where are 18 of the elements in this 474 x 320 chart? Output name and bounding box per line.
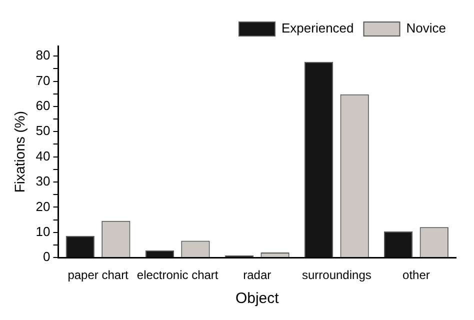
y-tick-label: 60 xyxy=(36,98,50,114)
x-tick-label: other xyxy=(402,268,430,282)
y-tick-label: 40 xyxy=(36,148,50,164)
x-tick-label: radar xyxy=(243,268,272,282)
y-tick-label: 30 xyxy=(36,174,50,189)
y-tick-label: 0 xyxy=(43,249,50,264)
x-tick-label: paper chart xyxy=(68,268,130,282)
y-tick-label: 50 xyxy=(36,123,50,138)
y-tick-label: 10 xyxy=(36,224,50,239)
y-tick-label: 70 xyxy=(36,72,50,88)
y-tick-label: 80 xyxy=(36,48,50,63)
x-axis-title: Object xyxy=(235,290,280,308)
legend-label: Novice xyxy=(406,20,446,36)
x-tick-label: electronic chart xyxy=(136,268,219,282)
legend-label: Experienced xyxy=(281,20,354,36)
y-tick-label: 20 xyxy=(36,198,50,214)
y-axis-title: Fixations (%) xyxy=(11,110,28,193)
x-tick-label: surroundings xyxy=(302,268,372,282)
